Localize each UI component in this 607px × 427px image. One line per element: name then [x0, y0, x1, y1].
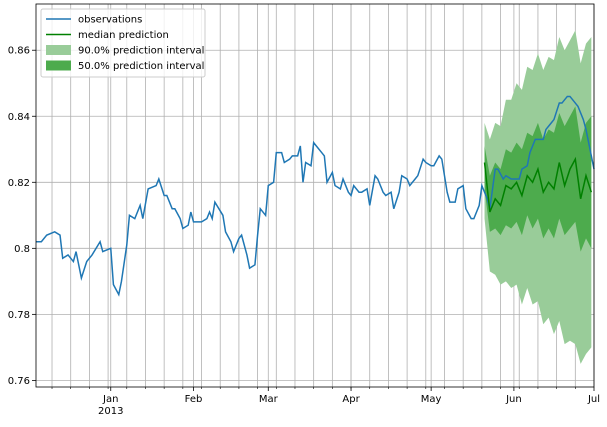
- legend-box: [40, 8, 206, 78]
- x-tick-label: Jun: [505, 394, 522, 405]
- legend-swatch: [46, 60, 71, 71]
- legend: observations median prediction 90.0% predi…: [40, 8, 206, 78]
- x-tick-label: Apr: [342, 394, 360, 405]
- y-tick-label: 0.82: [8, 178, 30, 189]
- y-tick-label: 0.78: [8, 310, 30, 321]
- legend-label: 50.0% prediction interval: [78, 61, 204, 72]
- x-tick-label: Jan: [102, 394, 118, 405]
- legend-label: median prediction: [78, 30, 169, 41]
- legend-swatch: [46, 45, 71, 55]
- line-series: [36, 95, 595, 297]
- line-series: [483, 156, 593, 213]
- x-tick-sublabel: 2013: [98, 406, 123, 417]
- plot-frame: [35, 3, 595, 388]
- y-tick-label: 0.76: [8, 376, 30, 387]
- x-tick-label: Jul: [587, 394, 600, 405]
- legend-label: observations: [78, 15, 142, 26]
- x-tick-label: May: [421, 394, 442, 405]
- legend-label: 90.0% prediction interval: [78, 46, 204, 57]
- prediction-interval: [484, 106, 592, 252]
- y-tick-label: 0.8: [14, 244, 30, 255]
- y-tick-label: 0.86: [8, 46, 30, 57]
- y-tick-label: 0.84: [8, 112, 30, 123]
- x-tick-label: Mar: [259, 394, 279, 405]
- x-tick-label: Feb: [185, 394, 203, 405]
